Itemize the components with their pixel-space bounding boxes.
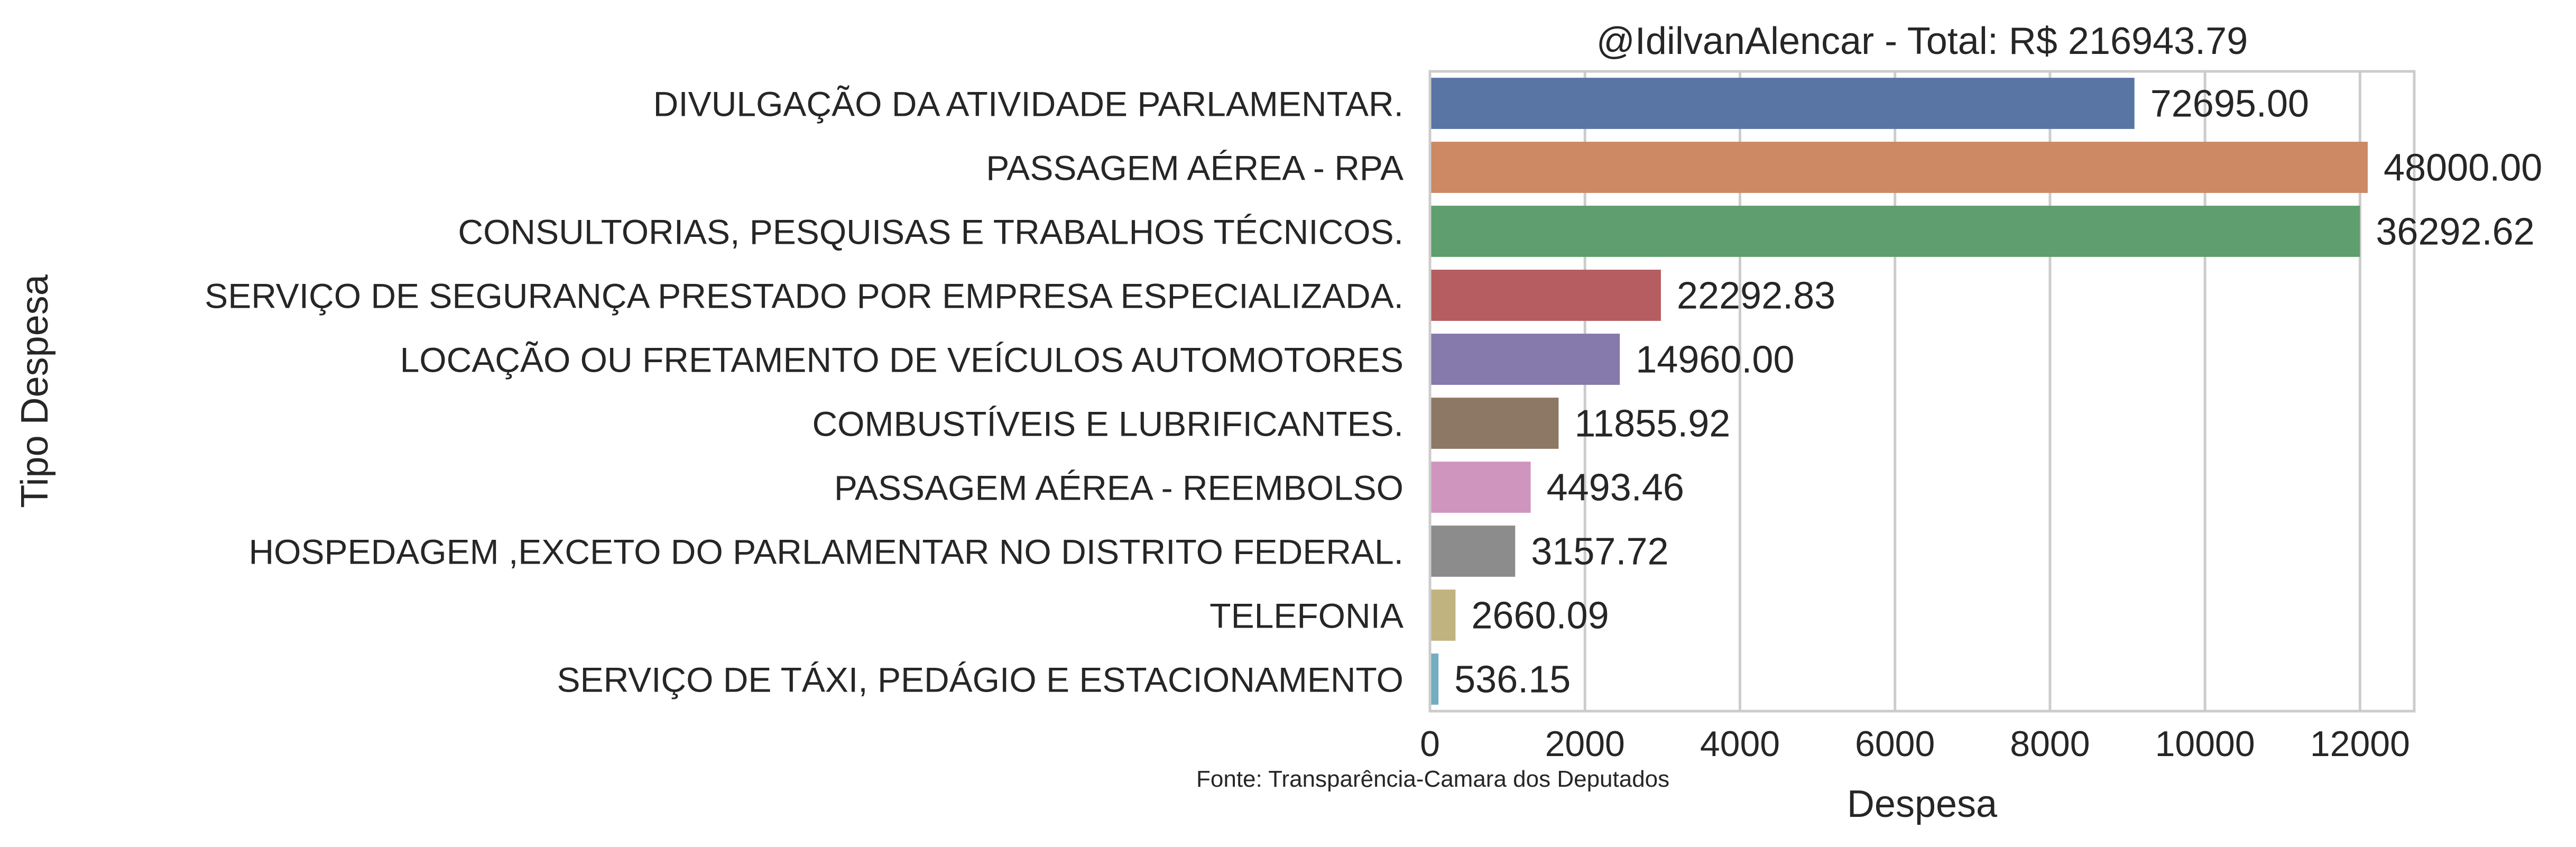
x-tick-label: 10000	[2155, 724, 2255, 764]
bar-value-label: 536.15	[1454, 659, 1571, 701]
bar-value-label: 2660.09	[1471, 595, 1609, 637]
bar	[1430, 78, 2135, 129]
bar	[1430, 206, 2360, 257]
bars	[1430, 78, 2368, 705]
category-label: CONSULTORIAS, PESQUISAS E TRABALHOS TÉCN…	[458, 213, 1404, 252]
y-axis-label: Tipo Despesa	[14, 274, 56, 508]
bar	[1430, 398, 1559, 449]
x-tick-label: 12000	[2310, 724, 2410, 764]
category-label: SERVIÇO DE SEGURANÇA PRESTADO POR EMPRES…	[205, 277, 1404, 316]
category-label: LOCAÇÃO OU FRETAMENTO DE VEÍCULOS AUTOMO…	[400, 340, 1404, 380]
x-tick-label: 0	[1420, 724, 1440, 764]
category-label: SERVIÇO DE TÁXI, PEDÁGIO E ESTACIONAMENT…	[557, 660, 1404, 699]
x-axis-label: Despesa	[1847, 783, 1998, 825]
bar-value-label: 72695.00	[2150, 83, 2309, 125]
plot-frame	[1428, 70, 2416, 713]
value-labels: 72695.00 48000.00 36292.62 22292.83 14960.00…	[1454, 83, 2542, 701]
bar-value-label: 11855.92	[1574, 403, 1730, 445]
x-tick-label: 8000	[2010, 724, 2090, 764]
category-label: PASSAGEM AÉREA - RPA	[986, 149, 1404, 188]
x-tick-label: 4000	[1700, 724, 1780, 764]
category-label: COMBUSTÍVEIS E LUBRIFICANTES.	[812, 404, 1404, 444]
x-tick-label: 6000	[1855, 724, 1935, 764]
category-label: HOSPEDAGEM ,EXCETO DO PARLAMENTAR NO DIS…	[249, 532, 1404, 572]
bar	[1430, 526, 1516, 577]
chart-title: @IdilvanAlencar - Total: R$ 216943.79	[1596, 20, 2248, 62]
bar	[1430, 590, 1456, 641]
bar	[1430, 462, 1531, 513]
bar-value-label: 4493.46	[1547, 467, 1684, 509]
category-labels: DIVULGAÇÃO DA ATIVIDADE PARLAMENTAR. PASS…	[205, 85, 1404, 699]
bar-value-label: 36292.62	[2376, 211, 2534, 253]
category-label: TELEFONIA	[1209, 596, 1404, 636]
bar-value-label: 48000.00	[2384, 147, 2542, 189]
bar-value-label: 3157.72	[1531, 531, 1668, 573]
x-tick-label: 2000	[1545, 724, 1625, 764]
bar	[1430, 270, 1661, 321]
bar-value-label: 22292.83	[1677, 275, 1835, 317]
category-label: PASSAGEM AÉREA - REEMBOLSO	[834, 468, 1404, 508]
bar	[1430, 142, 2368, 193]
source-caption: Fonte: Transparência-Camara dos Deputado…	[1196, 766, 1669, 792]
x-tick-labels: 0 2000 4000 6000 8000 10000 12000	[1420, 724, 2410, 764]
bar	[1430, 334, 1620, 385]
bar	[1430, 653, 1439, 705]
bar-value-label: 14960.00	[1636, 339, 1794, 381]
category-label: DIVULGAÇÃO DA ATIVIDADE PARLAMENTAR.	[653, 85, 1404, 124]
